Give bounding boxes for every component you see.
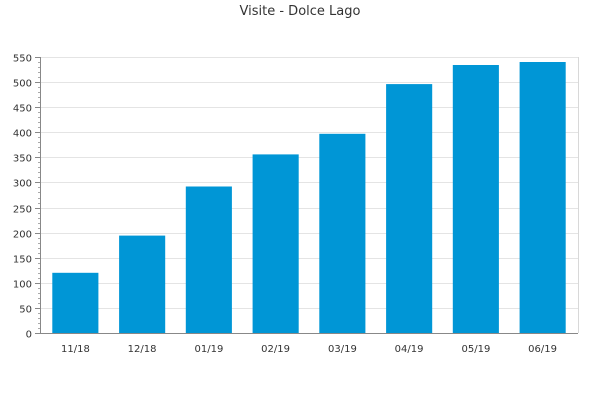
y-tick-label: 350 — [13, 154, 32, 165]
bar-11-18 — [52, 272, 99, 333]
axes — [35, 57, 579, 334]
bar-06-19 — [519, 62, 566, 333]
x-tick-label: 04/19 — [395, 344, 424, 355]
y-tick-label: 300 — [13, 179, 32, 190]
y-tick-label: 250 — [13, 205, 32, 216]
y-tick-label: 50 — [19, 305, 32, 316]
y-tick-label: 0 — [26, 330, 32, 341]
x-tick-label: 03/19 — [328, 344, 357, 355]
bar-12-18 — [119, 235, 166, 333]
y-tick-label: 400 — [13, 129, 32, 140]
y-tick-label: 450 — [13, 104, 32, 115]
x-tick-label: 11/18 — [61, 344, 90, 355]
x-tick-label: 01/19 — [194, 344, 223, 355]
y-tick-label: 200 — [13, 230, 32, 241]
bar-05-19 — [452, 65, 499, 333]
bar-02-19 — [252, 154, 299, 333]
bar-03-19 — [319, 133, 366, 333]
bar-04-19 — [386, 84, 433, 333]
x-tick-label: 02/19 — [261, 344, 290, 355]
y-tick-label: 500 — [13, 79, 32, 90]
bar-01-19 — [185, 186, 232, 333]
chart-title: Visite - Dolce Lago — [239, 4, 361, 19]
x-tick-label: 06/19 — [528, 344, 557, 355]
bars — [52, 62, 566, 333]
y-tick-label: 550 — [13, 54, 32, 65]
y-tick-label: 150 — [13, 255, 32, 266]
tick-labels: 0 50 100 150 200 250 300 350 400 450 500 550 11/18 12… — [13, 54, 557, 356]
x-tick-label: 05/19 — [461, 344, 490, 355]
y-tick-label: 100 — [13, 280, 32, 291]
x-tick-label: 12/18 — [128, 344, 157, 355]
